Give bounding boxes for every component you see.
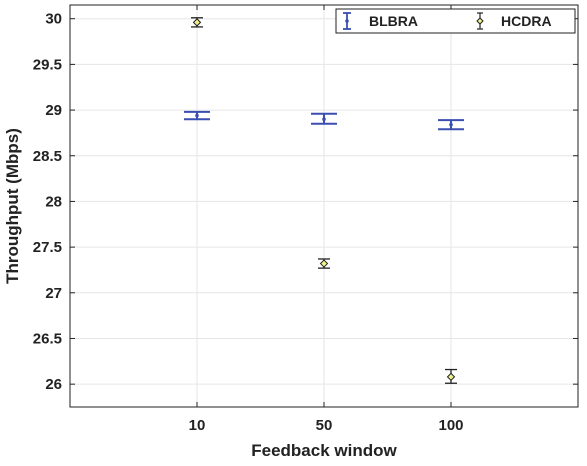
data-point-hcdra (319, 259, 329, 268)
y-tick-label: 26 (45, 376, 62, 393)
legend-item-blbra: BLBRA (343, 12, 418, 30)
legend-marker (345, 19, 349, 23)
series-blbra (184, 110, 464, 131)
y-tick-label: 29 (45, 102, 62, 119)
y-tick-label: 27.5 (33, 239, 62, 256)
y-tick-label: 30 (45, 11, 62, 28)
legend-item-hcdra: HCDRA (476, 12, 552, 30)
legend-box (335, 8, 576, 34)
x-tick-label: 10 (189, 417, 206, 434)
y-tick-label: 28.5 (33, 148, 62, 165)
y-tick-label: 26.5 (33, 330, 62, 347)
data-point-blbra (195, 113, 199, 118)
legend-label: HCDRA (501, 13, 552, 29)
x-tick-label: 50 (316, 417, 333, 434)
y-tick-label: 27 (45, 285, 62, 302)
legend: BLBRA HCDRA (335, 8, 576, 34)
data-point-blbra (322, 117, 326, 122)
data-point-blbra (449, 122, 453, 127)
y-axis-label: Throughput (Mbps) (3, 128, 22, 284)
data-point-hcdra (446, 372, 456, 382)
ticks-layer: 26 26.5 27 27.5 28 28.5 29 29.5 30 10 50 100 (33, 5, 578, 434)
grid-layer (70, 5, 578, 407)
data-point-hcdra (192, 18, 202, 27)
y-tick-label: 29.5 (33, 56, 62, 73)
legend-marker (476, 17, 484, 25)
series-layer (184, 17, 464, 384)
legend-label: BLBRA (369, 13, 418, 29)
x-axis-label: Feedback window (251, 441, 397, 460)
series-hcdra (191, 17, 457, 384)
x-tick-label: 100 (438, 417, 463, 434)
y-tick-label: 28 (45, 193, 62, 210)
